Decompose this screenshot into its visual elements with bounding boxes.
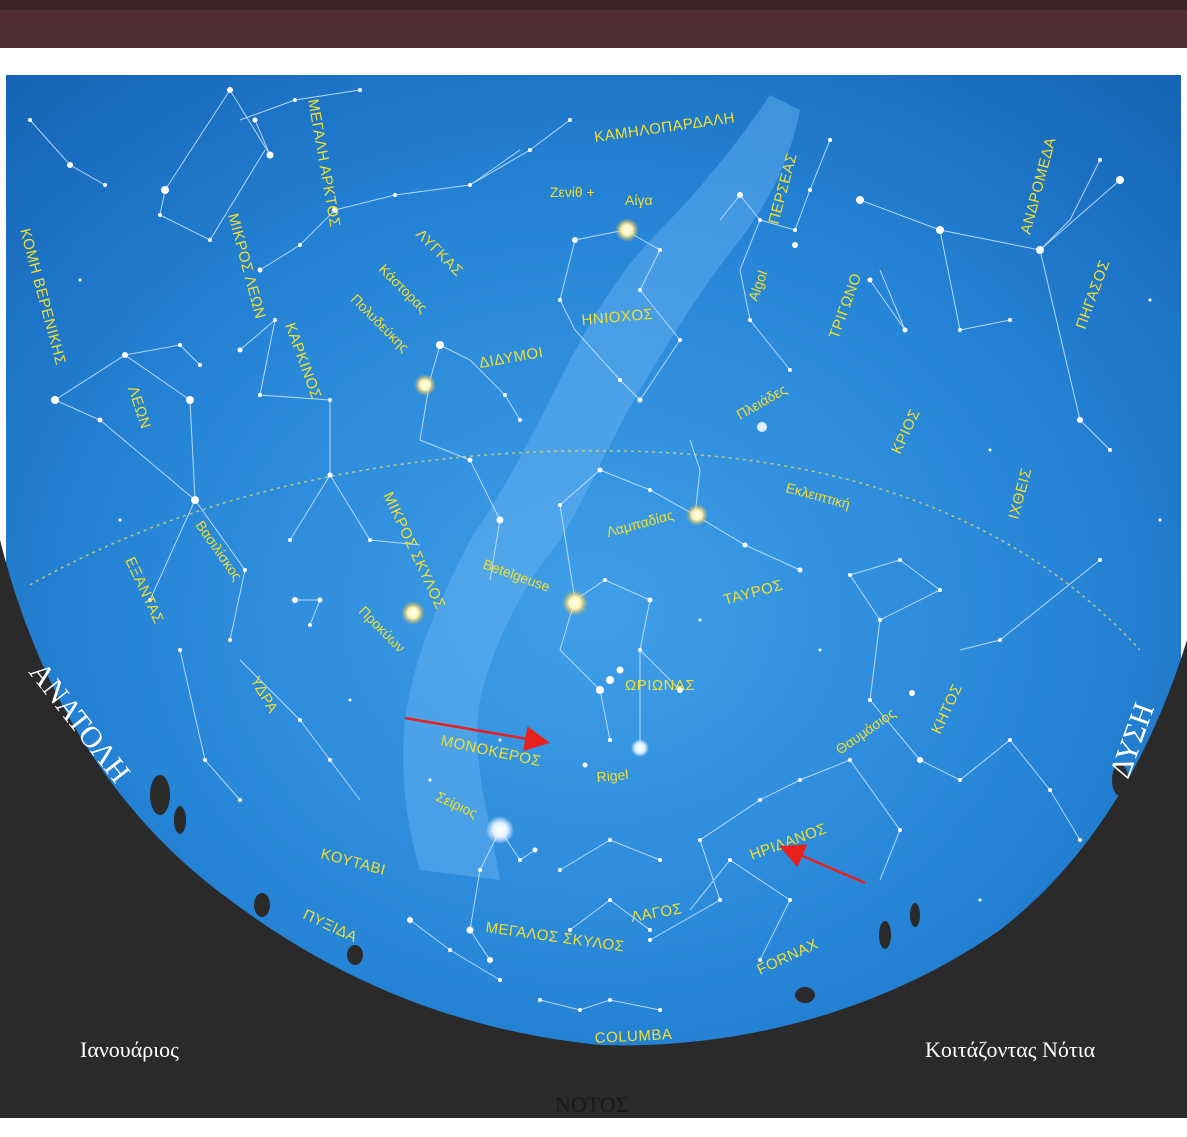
label-zenith: Ζενίθ + bbox=[550, 184, 595, 200]
label-columba: COLUMBA bbox=[594, 1026, 672, 1047]
star-prokyon bbox=[401, 601, 425, 625]
arrow-iridanos bbox=[779, 844, 866, 885]
background-stars bbox=[28, 87, 1162, 1012]
horizon-trees bbox=[150, 764, 1128, 1003]
star-rigel bbox=[631, 739, 649, 757]
bright-stars bbox=[401, 218, 915, 844]
label-iniochos: ΗΝΙΟΧΟΣ bbox=[581, 306, 654, 329]
horizon-silhouette bbox=[0, 540, 1187, 1137]
bottom-margin bbox=[0, 1118, 1187, 1137]
label-aiga: Αίγα bbox=[625, 192, 653, 208]
south-label: ΝΟΤΟΣ bbox=[555, 1092, 629, 1117]
star-thaumasios bbox=[909, 690, 915, 696]
label-rigel: Rigel bbox=[596, 766, 629, 785]
label-oriwnas: ΩΡΙΩΝΑΣ bbox=[625, 677, 695, 694]
star-polydeukis bbox=[414, 374, 436, 396]
star-algol bbox=[792, 242, 798, 248]
star-aiga bbox=[615, 218, 639, 242]
star-betelgeuse bbox=[562, 590, 588, 616]
milky-way bbox=[403, 95, 800, 880]
star-pleiades bbox=[757, 422, 767, 432]
star-seirios bbox=[486, 816, 514, 844]
annotation-arrows bbox=[404, 716, 866, 885]
arrow-monokeros bbox=[404, 716, 550, 751]
month-label: Ιανουάριος bbox=[80, 1037, 179, 1062]
star-lampadias bbox=[686, 504, 708, 526]
facing-label: Κοιτάζοντας Νότια bbox=[925, 1037, 1096, 1062]
